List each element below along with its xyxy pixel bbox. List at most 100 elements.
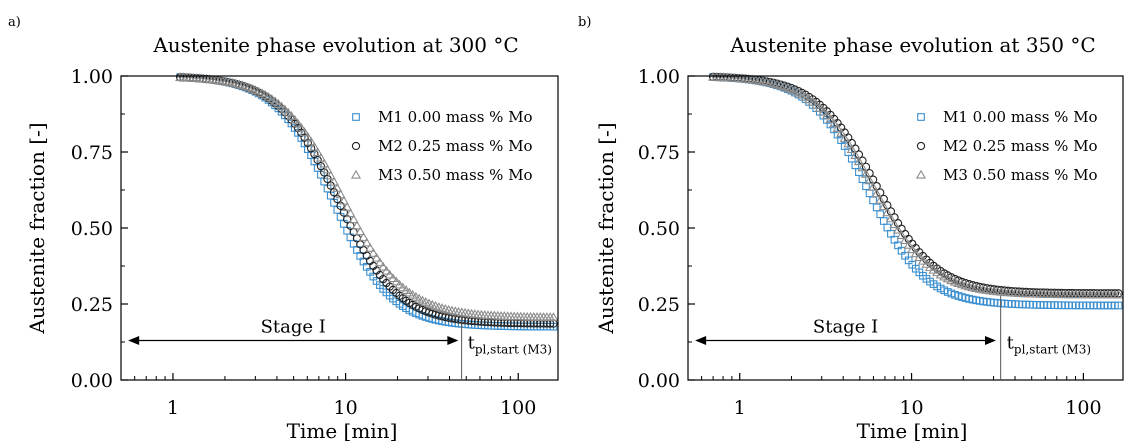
data-point <box>374 257 385 267</box>
panel-label: a) <box>8 15 21 30</box>
data-point <box>910 248 921 258</box>
data-point <box>878 201 889 211</box>
data-point <box>871 188 882 198</box>
data-point <box>875 194 886 204</box>
y-tick-label: 1.00 <box>71 66 113 88</box>
data-point <box>796 89 808 99</box>
data-point <box>346 233 355 242</box>
series-triangle <box>708 71 1124 299</box>
data-point <box>309 141 320 151</box>
y-tick-label: 0.50 <box>71 218 113 240</box>
legend-label: M3 0.50 mass % Mo <box>943 166 1098 184</box>
data-point <box>903 239 914 249</box>
data-point <box>857 162 868 172</box>
data-point <box>876 210 885 219</box>
data-point <box>348 214 359 224</box>
x-tick-label: 1 <box>167 397 179 419</box>
y-tick-label: 0.25 <box>638 294 680 316</box>
data-point <box>283 107 294 117</box>
data-point <box>814 103 825 112</box>
data-point <box>917 255 928 265</box>
x-tick-label: 100 <box>1065 397 1101 419</box>
x-axis-label: Time [min] <box>857 419 968 443</box>
data-point <box>843 138 854 148</box>
data-point <box>850 150 861 159</box>
data-point <box>896 230 907 239</box>
data-point <box>892 224 904 234</box>
legend-marker <box>915 169 927 179</box>
data-point <box>378 261 389 271</box>
data-point <box>804 94 815 104</box>
data-point <box>846 144 857 154</box>
tpl-label: tpl,start (M3) <box>1007 332 1091 356</box>
plot-area: 0.00 0.25 0.50 0.75 1.00 1 10 100 M1 0.00 mass %… <box>71 66 559 419</box>
data-point <box>860 168 872 178</box>
data-point <box>329 188 339 197</box>
legend-label: M2 0.25 mass % Mo <box>943 137 1098 155</box>
data-point <box>342 202 353 211</box>
data-point <box>1113 289 1124 299</box>
data-point <box>800 92 811 101</box>
data-point <box>371 252 382 262</box>
data-point <box>322 164 333 174</box>
chart-panel-a: a) Austenite phase evolution at 300 °C 0… <box>8 15 559 443</box>
legend-label: M1 0.00 mass % Mo <box>943 108 1098 126</box>
data-point <box>865 189 874 198</box>
y-tick-label: 0.75 <box>71 142 113 164</box>
data-point <box>286 111 297 120</box>
legend-marker <box>352 113 360 121</box>
data-point <box>807 97 818 106</box>
data-point <box>345 208 356 218</box>
y-tick-label: 0.25 <box>71 294 113 316</box>
y-tick-label: 0.00 <box>71 370 113 392</box>
panel-label: b) <box>578 15 591 30</box>
data-point <box>319 158 330 168</box>
data-point <box>332 183 343 192</box>
chart-title: Austenite phase evolution at 300 °C <box>152 33 518 57</box>
data-point <box>900 235 911 244</box>
data-point <box>355 226 366 236</box>
y-tick-label: 1.00 <box>638 66 680 88</box>
plot-area: 0.00 0.25 0.50 0.75 1.00 1 10 100 M1 0.00 mass %… <box>638 66 1124 419</box>
data-point <box>306 136 317 146</box>
stage-annotation: Stage I tpl,start (M3) <box>128 316 552 380</box>
data-point <box>932 267 943 277</box>
tpl-label: tpl,start (M3) <box>468 332 552 356</box>
data-point <box>832 123 843 132</box>
legend: M1 0.00 mass % Mo M2 0.25 mass % Mo M3 0.5… <box>915 108 1098 184</box>
data-point <box>879 217 888 225</box>
data-point <box>315 152 326 162</box>
data-point <box>387 273 399 283</box>
data-point <box>325 170 336 180</box>
data-point <box>299 127 310 136</box>
data-point <box>914 252 925 262</box>
arrow-head-left <box>695 335 707 345</box>
data-point <box>296 122 307 132</box>
data-point <box>351 220 363 230</box>
data-point <box>368 248 379 257</box>
data-point <box>365 242 376 252</box>
data-point <box>868 181 879 191</box>
data-point <box>548 312 559 322</box>
data-point <box>397 282 408 292</box>
stage-annotation: Stage I tpl,start (M3) <box>695 295 1091 380</box>
data-point <box>391 276 402 286</box>
data-point <box>289 114 300 124</box>
data-point <box>907 244 918 254</box>
y-tick-label: 0.75 <box>638 142 680 164</box>
data-point <box>821 110 832 119</box>
data-point <box>935 269 946 279</box>
stage-label: Stage I <box>261 316 326 337</box>
arrow-head-left <box>128 335 140 345</box>
legend-label: M3 0.50 mass % Mo <box>378 166 533 184</box>
legend-marker <box>351 141 361 151</box>
x-tick-label: 10 <box>333 397 357 419</box>
data-point <box>839 133 850 142</box>
data-point <box>889 219 900 229</box>
data-point <box>358 232 369 241</box>
x-tick-label: 1 <box>734 397 746 419</box>
data-point <box>316 161 326 171</box>
x-axis-label: Time [min] <box>287 419 398 443</box>
data-point <box>381 265 392 275</box>
